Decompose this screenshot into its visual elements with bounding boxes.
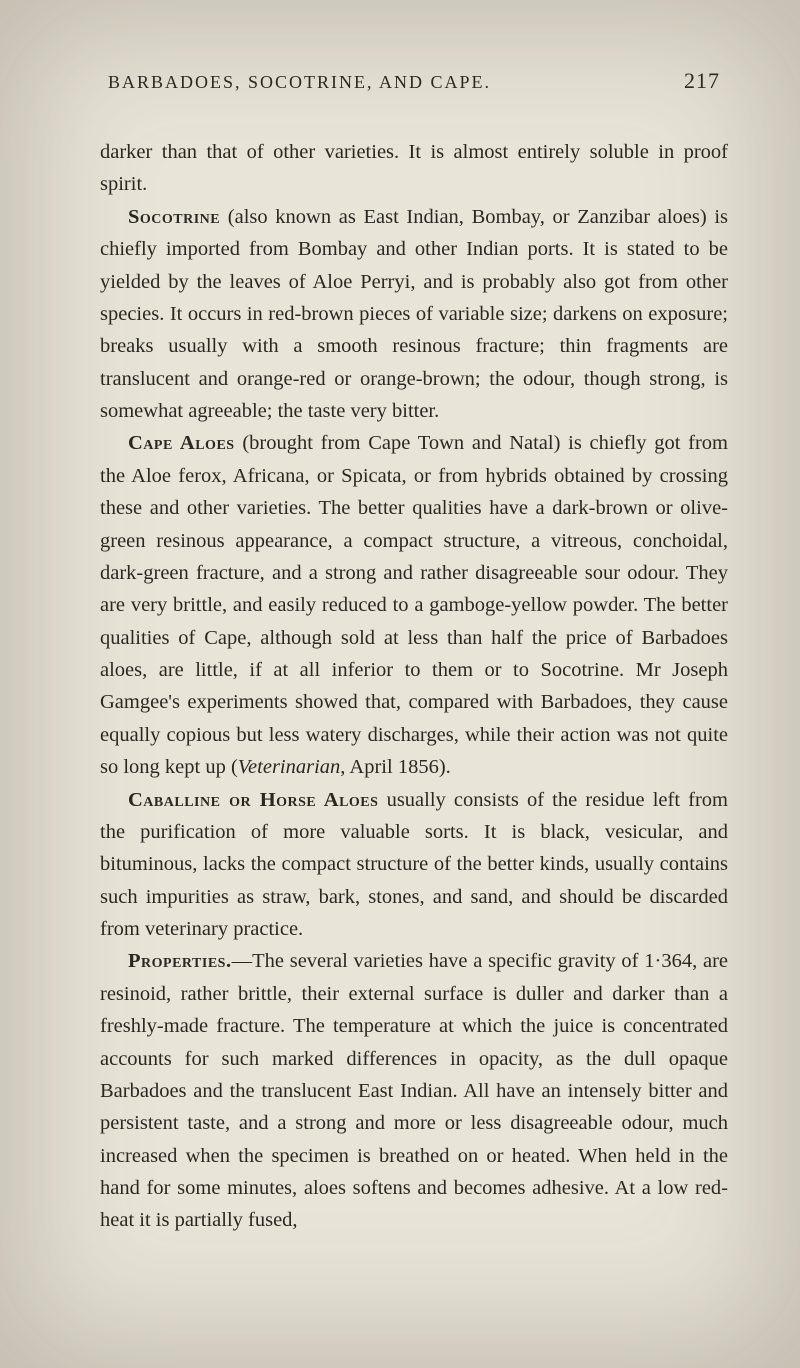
paragraph-2: Socotrine (also known as East Indian, Bo… bbox=[100, 201, 728, 428]
paragraph-4: Caballine or Horse Aloes usually consist… bbox=[100, 784, 728, 946]
paragraph-5: Properties.—The several varieties have a… bbox=[100, 945, 728, 1236]
para5-lead: Properties. bbox=[128, 950, 232, 972]
para4-rest: usually consists of the residue left fro… bbox=[100, 789, 728, 941]
running-head: BARBADOES, SOCOTRINE, AND CAPE. bbox=[108, 72, 491, 93]
para3-rest: (brought from Cape Town and Natal) is ch… bbox=[100, 432, 728, 778]
body-text: darker than that of other varieties. It … bbox=[100, 136, 728, 1237]
header-row: BARBADOES, SOCOTRINE, AND CAPE. 217 bbox=[100, 68, 728, 94]
page-container: BARBADOES, SOCOTRINE, AND CAPE. 217 dark… bbox=[0, 0, 800, 1368]
para3-lead: Cape Aloes bbox=[128, 432, 235, 454]
page-number: 217 bbox=[684, 68, 720, 94]
para3-italic: Veterinarian bbox=[238, 756, 341, 778]
paragraph-1: darker than that of other varieties. It … bbox=[100, 136, 728, 201]
para2-lead: Socotrine bbox=[128, 206, 220, 228]
para5-rest: —The several varieties have a specific g… bbox=[100, 950, 728, 1231]
para3-tail: , April 1856). bbox=[340, 756, 450, 778]
para2-rest: (also known as East Indian, Bombay, or Z… bbox=[100, 206, 728, 422]
paragraph-3: Cape Aloes (brought from Cape Town and N… bbox=[100, 427, 728, 783]
para4-lead: Caballine or Horse Aloes bbox=[128, 789, 378, 811]
